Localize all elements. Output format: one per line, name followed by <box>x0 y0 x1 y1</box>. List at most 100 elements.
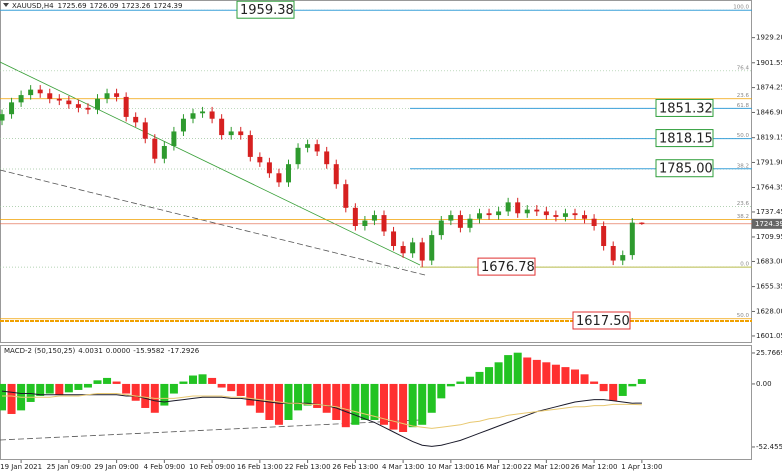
candle-body <box>505 202 511 212</box>
candle-body <box>171 131 177 146</box>
level-label: 1676.78 <box>481 260 535 275</box>
candle-body <box>286 164 291 183</box>
candle-body <box>467 218 473 228</box>
y-tick-label: -52.4557 <box>756 443 782 451</box>
ohlc-value: 1723.26 <box>122 2 151 10</box>
candle-body <box>123 96 129 117</box>
y-tick-label: 1764.35 <box>756 184 782 192</box>
level-label: 1818.15 <box>659 132 713 147</box>
y-tick-label: 1846.90 <box>756 108 782 116</box>
y-tick-label: 1628.00 <box>756 307 782 315</box>
candle-body <box>152 138 158 159</box>
macd-bar <box>332 383 341 420</box>
macd-bar <box>112 381 121 384</box>
macd-bar <box>389 383 398 430</box>
macd-bar <box>322 383 331 413</box>
x-tick-label: 1 Apr 13:00 <box>621 463 662 471</box>
macd-bar <box>255 383 264 413</box>
fib-label: 38.2 <box>737 163 749 169</box>
candle-body <box>400 246 406 254</box>
fib-label: 76.4 <box>737 65 750 71</box>
y-tick-label: 25.7669 <box>756 349 782 357</box>
macd-bar <box>7 383 16 414</box>
level-label: 1785.00 <box>659 162 713 177</box>
fib-label: 23.6 <box>737 201 750 207</box>
macd-bar <box>513 352 522 384</box>
candle-body <box>133 116 139 123</box>
macd-bar <box>26 383 35 402</box>
level-box <box>655 98 714 117</box>
y-tick-label: 1901.55 <box>756 59 782 67</box>
y-tick-label: 1655.35 <box>756 283 782 291</box>
macd-bar <box>504 355 513 384</box>
candle-body <box>28 89 34 96</box>
candle-body <box>391 231 397 246</box>
candle-body <box>209 111 215 119</box>
ohlc-value: 1726.09 <box>90 2 119 10</box>
macd-bar <box>485 367 494 384</box>
candle-body <box>410 242 416 254</box>
candle-body <box>18 95 24 103</box>
candle-body <box>610 246 616 261</box>
macd-bar <box>637 379 646 384</box>
x-tick-label: 10 Mar 13:00 <box>427 463 474 471</box>
y-tick-label: 1709.95 <box>756 233 782 241</box>
macd-bar <box>208 377 217 384</box>
x-tick-label: 26 Mar 12:00 <box>571 463 618 471</box>
macd-bar <box>494 362 503 384</box>
macd-readout: -17.2926 <box>168 347 200 355</box>
macd-bar <box>351 383 360 425</box>
x-tick-label: 4 Feb 09:00 <box>144 463 185 471</box>
candle-body <box>257 156 263 163</box>
candle-body <box>190 113 196 119</box>
candle-body <box>639 222 645 224</box>
candle-body <box>228 131 234 136</box>
ohlc-value: 1724.39 <box>153 2 182 10</box>
x-tick-label: 4 Mar 13:00 <box>382 463 424 471</box>
macd-bar <box>590 381 599 384</box>
macd-bar <box>599 383 608 392</box>
macd-bar <box>542 362 551 384</box>
candle-body <box>0 114 5 121</box>
macd-trend-line <box>0 419 421 441</box>
macd-bar <box>408 383 417 428</box>
candle-body <box>543 211 549 216</box>
macd-bar <box>189 375 197 384</box>
macd-bar <box>83 383 92 388</box>
last-price-box <box>752 218 782 229</box>
candle-body <box>219 118 225 136</box>
macd-bar <box>284 383 293 420</box>
last-price-label: 1724.39 <box>755 220 782 228</box>
candle-body <box>266 162 272 174</box>
macd-bar <box>198 374 207 384</box>
candle-body <box>496 211 502 216</box>
fib-label: 23.6 <box>737 93 750 99</box>
macd-readout: -15.9582 <box>133 347 164 355</box>
level-box <box>655 129 714 148</box>
x-tick-label: 16 Mar 12:00 <box>475 463 522 471</box>
macd-bar <box>294 383 303 411</box>
candle-body <box>114 93 120 97</box>
level-box <box>236 0 295 19</box>
candle-body <box>37 89 43 94</box>
candle-body <box>95 98 100 110</box>
candle-body <box>333 164 339 185</box>
candle-body <box>47 93 53 99</box>
candle-body <box>582 215 588 219</box>
macd-bar <box>437 383 446 399</box>
level-box <box>572 311 631 330</box>
macd-bar <box>122 383 131 394</box>
fib-label: 38.2 <box>737 214 749 220</box>
macd-bar <box>418 383 427 425</box>
y-tick-label: 1819.15 <box>756 134 782 142</box>
level-box <box>477 257 536 276</box>
macd-bar <box>618 383 627 396</box>
candle-body <box>534 209 540 212</box>
x-tick-label: 22 Feb 13:00 <box>285 463 331 471</box>
candle-body <box>591 218 597 226</box>
candle-body <box>381 215 387 232</box>
candle-body <box>305 144 311 148</box>
y-tick-label: 1683.00 <box>756 257 782 265</box>
macd-bar <box>475 371 484 384</box>
